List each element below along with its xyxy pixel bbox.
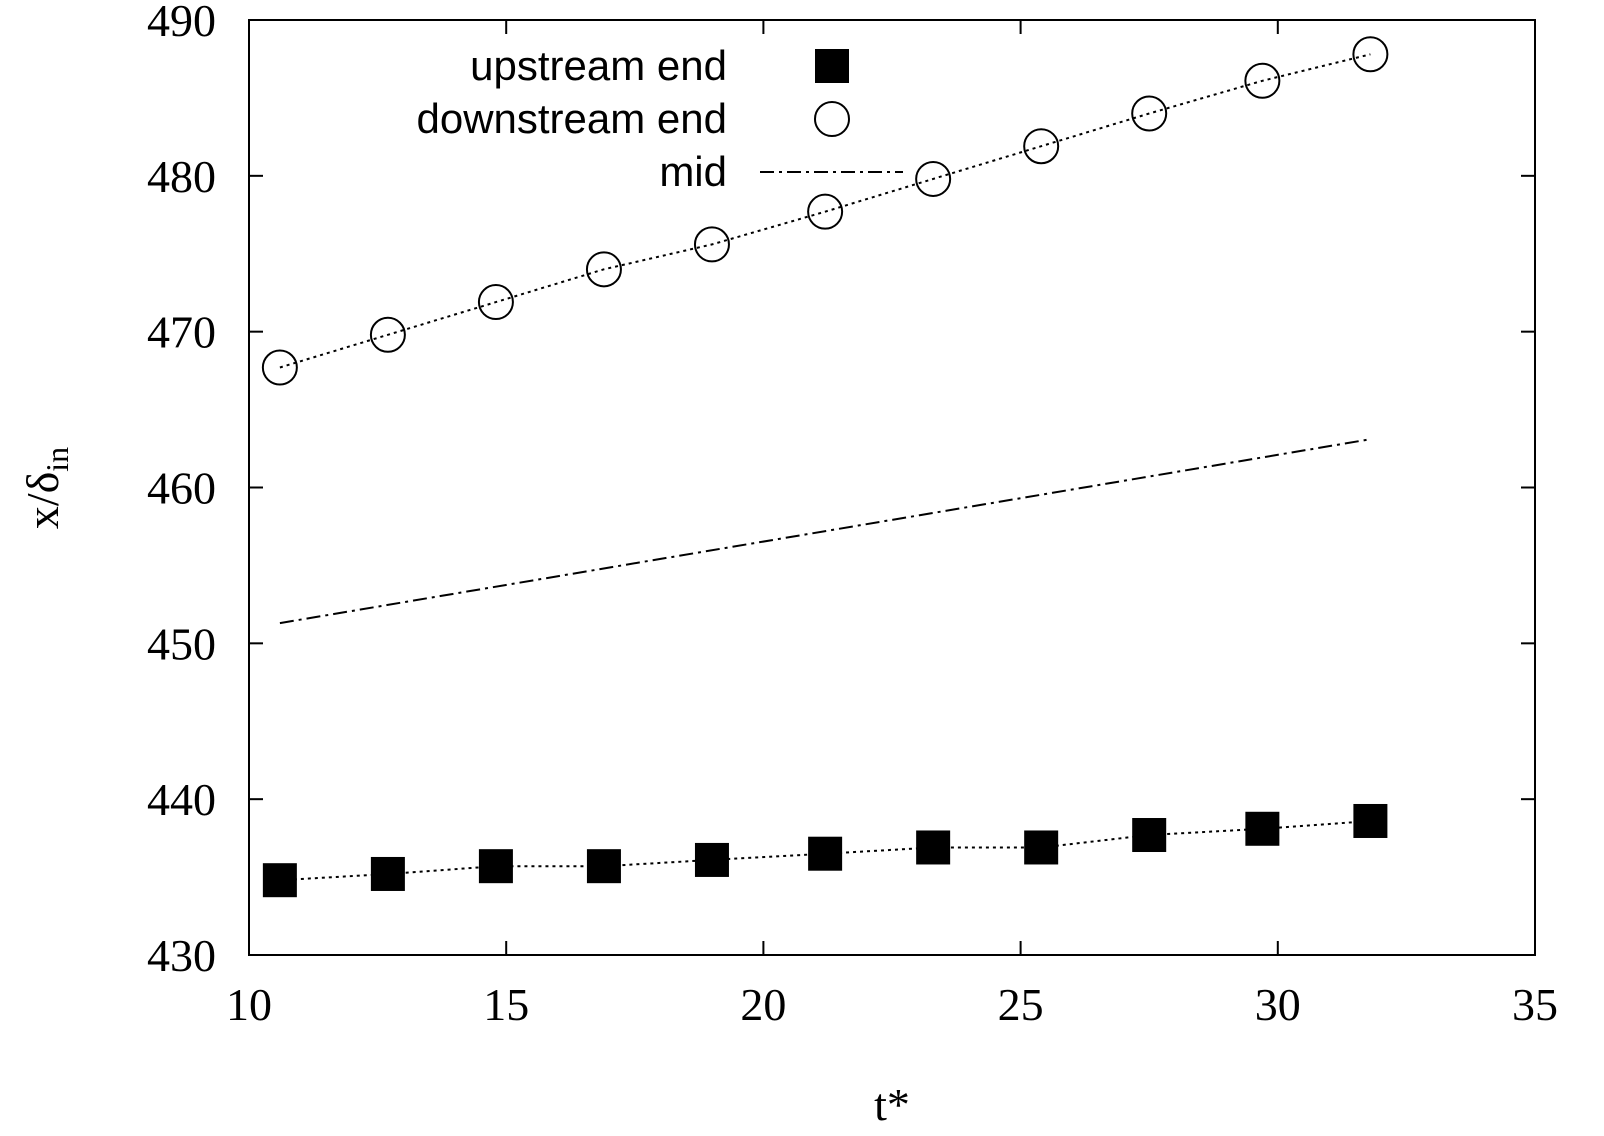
data-point	[261, 349, 298, 386]
data-point	[1244, 62, 1281, 99]
y-axis-title-main: x/δ	[17, 472, 68, 529]
data-point	[586, 849, 621, 884]
x-axis-title: t*	[874, 1079, 910, 1130]
legend-label: upstream end	[470, 42, 727, 89]
data-point	[915, 160, 952, 197]
x-tick-label: 30	[1255, 979, 1301, 1030]
data-point	[694, 842, 729, 877]
x-tick-label: 15	[483, 979, 529, 1030]
data-point	[369, 316, 406, 353]
data-point	[585, 251, 622, 288]
x-tick-label: 20	[740, 979, 786, 1030]
data-point	[1353, 803, 1388, 838]
axis-ticks	[248, 19, 1536, 956]
data-point	[477, 284, 514, 321]
data-point	[1245, 811, 1280, 846]
series-0	[262, 803, 1388, 898]
data-point	[1131, 95, 1168, 132]
data-point	[1352, 36, 1389, 73]
y-tick-label: 490	[147, 0, 216, 46]
legend: upstream end downstream end mid	[416, 42, 903, 195]
data-point	[1023, 128, 1060, 165]
y-tick-label: 480	[147, 151, 216, 202]
data-point	[808, 836, 843, 871]
x-tick-label: 35	[1512, 979, 1558, 1030]
data-point	[693, 226, 730, 263]
x-tick-label: 25	[998, 979, 1044, 1030]
tick-labels: 10 15 20 25 30 35 430 440 450 460 470 480 490	[147, 0, 1558, 1030]
y-tick-label: 460	[147, 463, 216, 514]
data-point	[807, 193, 844, 230]
data-point	[478, 849, 513, 884]
series-line	[279, 438, 1371, 625]
y-tick-label: 430	[147, 930, 216, 981]
y-axis-title: x/δin	[17, 447, 75, 529]
data-point	[370, 856, 405, 891]
data-point	[1132, 818, 1167, 853]
y-tick-label: 450	[147, 618, 216, 669]
data-point	[916, 830, 951, 865]
y-tick-label: 440	[147, 774, 216, 825]
series-line	[279, 53, 1371, 369]
x-tick-label: 10	[226, 979, 272, 1030]
y-tick-label: 470	[147, 307, 216, 358]
legend-marker	[815, 49, 849, 83]
legend-label: mid	[659, 148, 727, 195]
legend-marker	[814, 101, 850, 137]
series-2	[279, 438, 1371, 625]
legend-label: downstream end	[416, 95, 727, 142]
data-point	[1024, 830, 1059, 865]
data-point	[262, 863, 297, 898]
series-1	[261, 36, 1389, 386]
plot-frame	[248, 19, 1536, 956]
series-layer	[261, 36, 1389, 898]
y-axis-title-sub: in	[39, 447, 75, 472]
